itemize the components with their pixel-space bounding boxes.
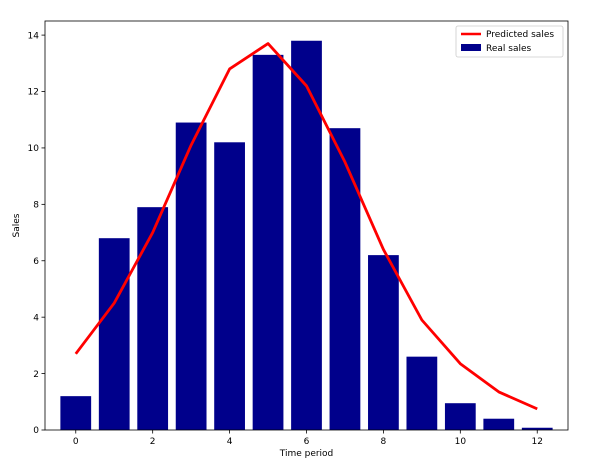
bar-real-sales-3 bbox=[175, 122, 207, 430]
x-tick-label-8: 8 bbox=[381, 437, 387, 447]
bar-real-sales-5 bbox=[252, 54, 284, 431]
x-axis-ticks: 0 2 4 6 8 10 12 bbox=[73, 430, 543, 447]
bar-real-sales-4 bbox=[214, 142, 245, 430]
bar-real-sales-8 bbox=[368, 255, 399, 430]
line-layer bbox=[74, 42, 538, 411]
x-tick-label-6: 6 bbox=[304, 437, 310, 447]
x-tick-label-10: 10 bbox=[455, 437, 467, 447]
legend-box bbox=[455, 25, 564, 58]
x-tick-label-4: 4 bbox=[227, 437, 233, 447]
y-tick-label-8: 8 bbox=[33, 201, 39, 211]
x-tick-label-2: 2 bbox=[150, 437, 156, 447]
x-axis-label: Time period bbox=[279, 449, 334, 459]
bar-real-sales-6 bbox=[291, 40, 322, 431]
legend-real-swatch bbox=[461, 44, 481, 51]
y-tick-label-12: 12 bbox=[28, 88, 39, 98]
y-tick-label-4: 4 bbox=[33, 313, 39, 323]
bar-real-sales-2 bbox=[137, 207, 169, 430]
y-tick-label-14: 14 bbox=[28, 31, 40, 41]
bar-real-sales-7 bbox=[329, 128, 361, 430]
legend: Predicted sales Real sales bbox=[455, 25, 564, 58]
y-axis-ticks: 0 2 4 6 8 10 12 14 bbox=[28, 31, 45, 436]
legend-real-label: Real sales bbox=[486, 44, 532, 54]
bar-real-sales-10 bbox=[444, 403, 476, 430]
line-predicted-sales bbox=[74, 42, 538, 411]
bar-real-sales-12 bbox=[521, 427, 553, 430]
y-tick-label-0: 0 bbox=[33, 426, 39, 436]
y-tick-label-10: 10 bbox=[28, 144, 40, 154]
y-tick-label-6: 6 bbox=[33, 257, 39, 267]
y-tick-label-2: 2 bbox=[33, 370, 39, 380]
bar-real-sales-9 bbox=[406, 356, 438, 430]
bar-real-sales-11 bbox=[483, 418, 515, 430]
bar-real-sales-0 bbox=[60, 396, 92, 430]
bars-layer bbox=[60, 40, 553, 431]
x-tick-label-0: 0 bbox=[73, 437, 79, 447]
y-axis-label: Sales bbox=[12, 213, 22, 237]
x-tick-label-12: 12 bbox=[532, 437, 543, 447]
legend-predicted-label: Predicted sales bbox=[486, 30, 554, 40]
bar-real-sales-1 bbox=[98, 238, 130, 430]
